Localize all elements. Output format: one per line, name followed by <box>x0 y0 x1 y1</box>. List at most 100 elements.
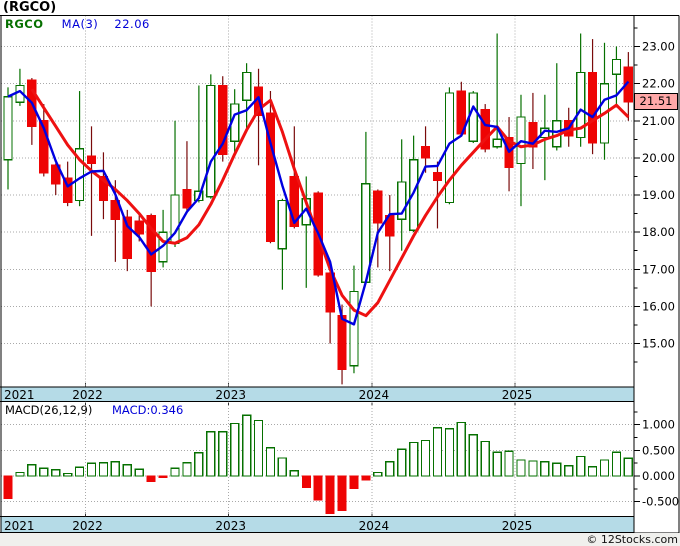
macd-bar-positive <box>122 464 132 477</box>
candle-body <box>432 172 443 181</box>
candle-body <box>74 147 85 202</box>
last-price-badge: 21.51 <box>634 93 678 110</box>
macd-bar-positive <box>552 462 562 477</box>
macd-bar-positive <box>408 441 419 477</box>
macd-bar-positive <box>385 460 395 477</box>
year-label: 2021 <box>4 388 35 402</box>
macd-bar-positive <box>182 461 192 477</box>
macd-bar-negative <box>3 475 13 500</box>
candle-body <box>337 315 347 371</box>
candle-body <box>134 220 144 235</box>
macd-bar-positive <box>86 462 97 477</box>
candle-body <box>373 190 383 224</box>
macd-bar-positive <box>39 467 49 477</box>
price-panel-legend: RGCO MA(3) 22.06 <box>5 17 150 31</box>
macd-bar-positive <box>528 460 538 477</box>
macd-bar-positive <box>432 427 443 477</box>
price-axis-label: 19.00 <box>642 188 675 202</box>
macd-bar-positive <box>134 468 144 477</box>
macd-axis-label: 0.500 <box>642 443 675 457</box>
year-label: 2024 <box>359 519 390 533</box>
candle-body <box>575 71 586 139</box>
macd-bar-positive <box>504 450 514 477</box>
candle-body <box>122 216 132 259</box>
symbol-label: RGCO <box>5 17 44 31</box>
macd-bar-positive <box>564 465 574 477</box>
macd-bar-positive <box>575 455 586 477</box>
year-label: 2024 <box>359 388 390 402</box>
candle-body <box>86 155 97 165</box>
candle-body <box>241 71 252 101</box>
candle-body <box>98 175 109 202</box>
candle-body <box>420 146 431 159</box>
candle-body <box>265 112 276 243</box>
candle-body <box>444 92 455 204</box>
macd-bar-negative <box>313 475 323 501</box>
macd-bar-positive <box>241 414 252 477</box>
candle-body <box>528 121 538 148</box>
candle-body <box>51 164 61 185</box>
macd-bar-negative <box>361 475 371 481</box>
macd-bar-positive <box>63 472 73 477</box>
candle-body <box>349 290 359 367</box>
macd-bar-positive <box>444 428 455 477</box>
candle-body <box>39 120 49 174</box>
macd-bar-negative <box>158 475 168 479</box>
ma-label: MA(3) <box>61 17 99 31</box>
macd-panel-legend: MACD(26,12,9) MACD:0.346 <box>5 403 183 417</box>
candle-body <box>3 95 13 161</box>
candle-body <box>623 66 634 103</box>
macd-bar-positive <box>611 451 622 477</box>
macd-bar-positive <box>373 471 383 477</box>
macd-bar-positive <box>587 466 598 477</box>
right-axis: 23.00 22.00 21.00 20.00 19.00 18.00 17.00 16.00… <box>634 27 679 509</box>
macd-bar-positive <box>253 419 264 477</box>
price-axis-label: 17.00 <box>642 262 675 276</box>
candles-layer <box>3 33 634 385</box>
macd-bar-positive <box>27 464 37 477</box>
ma-value: 22.06 <box>114 17 150 31</box>
macd-bar-positive <box>468 434 478 477</box>
page-title: (RGCO) <box>3 0 57 15</box>
candle-body <box>408 159 419 231</box>
macd-bar-positive <box>51 469 61 477</box>
macd-bar-positive <box>110 460 121 477</box>
footer-strip <box>0 533 680 546</box>
price-axis-label: 22.00 <box>642 77 675 91</box>
ma3-line <box>7 80 630 326</box>
macd-bar-negative <box>301 475 311 488</box>
macd-bar-positive <box>194 452 204 477</box>
macd-name-label: MACD(26,12,9) <box>5 403 93 417</box>
year-label: 2023 <box>215 388 246 402</box>
candle-body <box>611 58 622 75</box>
macd-bar-positive <box>277 457 288 477</box>
macd-bar-positive <box>397 448 407 477</box>
candle-body <box>277 199 288 250</box>
macd-bar-negative <box>325 475 335 515</box>
candle-body <box>63 177 73 204</box>
year-label: 2025 <box>502 388 533 402</box>
candle-body <box>182 188 192 209</box>
candle-body <box>587 71 598 144</box>
macd-bar-negative <box>146 475 156 483</box>
macd-bar-positive <box>289 470 299 477</box>
candle-body <box>492 138 502 148</box>
ma-slow-red-line <box>30 88 630 318</box>
macd-bar-positive <box>265 447 276 477</box>
watermark-link[interactable]: © 12Stocks.com <box>586 533 678 546</box>
ma-slow-line <box>30 88 630 318</box>
candle-body <box>110 199 121 220</box>
macd-bar-positive <box>230 422 240 477</box>
macd-bar-positive <box>599 459 610 477</box>
year-label: 2023 <box>215 519 246 533</box>
candle-body <box>289 175 299 228</box>
macd-bar-positive <box>516 459 526 477</box>
year-label: 2025 <box>502 519 533 533</box>
macd-bar-positive <box>74 466 85 477</box>
macd-axis-label: 0.000 <box>642 469 675 483</box>
candle-body <box>397 181 407 220</box>
macd-axis-label: -0.500 <box>642 495 679 509</box>
macd-bar-positive <box>540 460 550 477</box>
